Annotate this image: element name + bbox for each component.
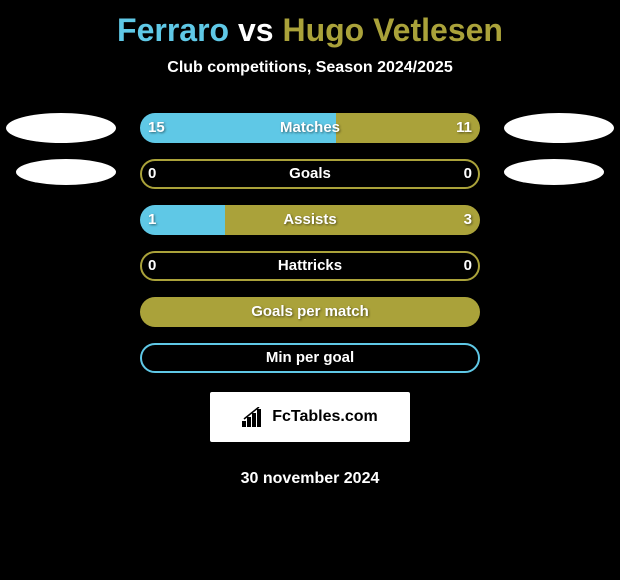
stat-bar: Min per goal (140, 343, 480, 373)
stat-value-left: 0 (148, 159, 156, 189)
stat-label: Hattricks (278, 251, 342, 281)
player2-name: Hugo Vetlesen (282, 12, 503, 48)
logo-text: FcTables.com (272, 408, 378, 426)
subtitle-text: Club competitions, Season 2024/2025 (0, 59, 620, 77)
stat-value-left: 15 (148, 113, 165, 143)
stat-row: Hattricks 0 0 (0, 251, 620, 297)
stat-bar: Goals 0 0 (140, 159, 480, 189)
stat-bar: Goals per match (140, 297, 480, 327)
fctables-logo: FcTables.com (210, 392, 410, 442)
stat-label: Min per goal (266, 343, 354, 373)
stat-bar-right-fill (225, 205, 480, 235)
stat-value-right: 3 (464, 205, 472, 235)
stat-bar: Hattricks 0 0 (140, 251, 480, 281)
comparison-title: Ferraro vs Hugo Vetlesen (0, 0, 620, 49)
vs-text: vs (238, 12, 274, 48)
stat-row: Assists 1 3 (0, 205, 620, 251)
stat-value-right: 0 (464, 251, 472, 281)
stat-row: Min per goal (0, 343, 620, 389)
date-text: 30 november 2024 (0, 470, 620, 488)
stats-container: Matches1511Goals00Assists13Hattricks00Go… (0, 113, 620, 389)
stat-value-right: 0 (464, 159, 472, 189)
player1-name: Ferraro (117, 12, 229, 48)
chart-icon (242, 407, 266, 427)
stat-bar: Matches 15 11 (140, 113, 480, 143)
stat-value-left: 0 (148, 251, 156, 281)
stat-row: Matches 15 11 (0, 113, 620, 159)
stat-label: Goals per match (251, 297, 369, 327)
stat-value-right: 11 (456, 113, 472, 143)
stat-row: Goals 0 0 (0, 159, 620, 205)
stat-row: Goals per match (0, 297, 620, 343)
stat-bar: Assists 1 3 (140, 205, 480, 235)
stat-label: Goals (289, 159, 331, 189)
stat-label: Matches (280, 113, 340, 143)
stat-label: Assists (283, 205, 336, 235)
stat-value-left: 1 (148, 205, 156, 235)
